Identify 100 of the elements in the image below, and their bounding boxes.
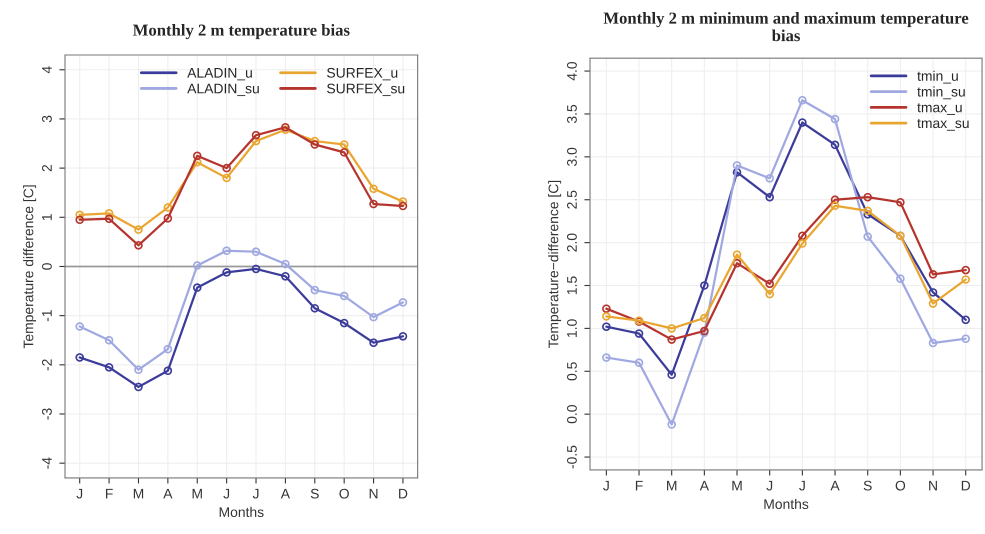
x-tick-label: A <box>280 488 290 498</box>
x-tick-label: J <box>76 488 82 499</box>
x-tick-label: F <box>636 480 643 490</box>
x-axis-title: Months <box>764 498 808 510</box>
y-tick-label: -1 <box>42 310 52 322</box>
point <box>667 370 676 380</box>
y-tick-label: 1.5 <box>567 276 577 294</box>
point <box>798 96 807 105</box>
point <box>863 210 872 219</box>
x-tick-label: M <box>667 480 676 490</box>
point <box>222 164 231 172</box>
x-tick-label: A <box>163 488 172 498</box>
point <box>164 344 172 354</box>
point <box>104 336 114 345</box>
y-tick-label: 3.5 <box>567 104 577 124</box>
point <box>134 241 143 250</box>
point <box>75 353 84 362</box>
point <box>732 250 742 259</box>
point <box>281 260 290 268</box>
point <box>602 353 611 362</box>
point <box>896 198 905 207</box>
legend-label: tmax_su <box>917 118 969 131</box>
point <box>896 274 905 283</box>
point <box>602 312 611 321</box>
point <box>164 203 172 212</box>
y-tick-label: -4 <box>42 457 52 469</box>
point <box>602 304 611 313</box>
y-tick-label: 1 <box>42 214 52 220</box>
x-tick-label: N <box>929 480 937 490</box>
point <box>252 130 260 140</box>
point <box>830 140 840 150</box>
point <box>164 214 172 223</box>
point <box>798 118 807 127</box>
point <box>340 292 348 300</box>
point <box>75 210 84 220</box>
point <box>700 314 709 322</box>
point <box>863 206 872 216</box>
point <box>192 152 202 160</box>
point <box>164 366 172 376</box>
point <box>928 270 938 279</box>
point <box>192 261 202 270</box>
point <box>104 362 114 372</box>
point <box>281 272 290 281</box>
x-tick-label: J <box>603 480 609 491</box>
point <box>340 148 348 157</box>
y-tick-label: 0.5 <box>567 362 577 380</box>
y-tick-label: 0.0 <box>567 405 577 424</box>
legend-label: tmin_u <box>917 70 958 84</box>
y-tick-label: 2.5 <box>567 190 577 209</box>
x-tick-label: J <box>252 488 258 499</box>
legend-label: ALADIN_u <box>187 68 252 80</box>
point <box>798 239 807 248</box>
y-tick-label: 4.0 <box>567 62 577 80</box>
point <box>134 365 143 374</box>
point <box>252 264 260 274</box>
y-tick-label: 2.0 <box>567 234 577 252</box>
point <box>732 161 742 170</box>
y-tick-label: -2 <box>42 359 52 370</box>
legend-label: SURFEX_u <box>327 68 398 80</box>
point <box>369 338 378 347</box>
point <box>732 258 742 268</box>
y-tick-label: 3 <box>42 116 52 122</box>
point <box>75 322 84 331</box>
x-axis-title: Months <box>220 506 264 518</box>
x-tick-label: A <box>830 480 840 490</box>
point <box>863 232 872 241</box>
point <box>700 281 709 290</box>
x-tick-label: O <box>896 480 906 491</box>
point <box>398 298 408 307</box>
point <box>667 420 676 429</box>
point <box>369 312 378 322</box>
x-tick-label: O <box>339 488 349 499</box>
point <box>369 184 378 194</box>
x-tick-label: J <box>799 480 805 491</box>
y-tick-label: 2 <box>42 164 52 172</box>
point <box>830 201 840 210</box>
y-tick-label: 3.0 <box>567 148 577 166</box>
y-tick-label: 4 <box>42 66 52 74</box>
point <box>398 202 408 210</box>
point <box>961 334 970 343</box>
point <box>281 122 290 132</box>
y-tick-label: 0 <box>42 263 52 270</box>
point <box>104 214 114 224</box>
point <box>765 192 774 202</box>
point <box>310 140 320 149</box>
chart-title: Monthly 2 m minimum and maximum temperature bias <box>604 12 968 42</box>
point <box>634 329 644 338</box>
point <box>340 140 348 149</box>
point <box>222 174 231 182</box>
legend-label: tmax_u <box>917 103 962 115</box>
y-axis-title: Temperature−difference [C] <box>548 180 562 348</box>
point <box>667 335 676 344</box>
point <box>252 247 260 256</box>
x-tick-label: J <box>223 488 230 499</box>
x-tick-label: F <box>106 488 113 498</box>
point <box>192 283 202 292</box>
point <box>398 197 408 206</box>
x-tick-label: S <box>864 480 872 491</box>
point <box>252 136 260 146</box>
point <box>798 231 807 240</box>
